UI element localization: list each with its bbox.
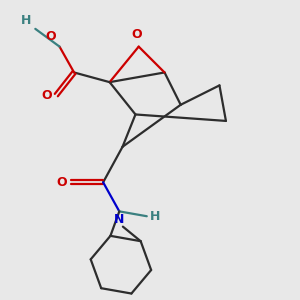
Text: H: H — [150, 210, 160, 223]
Text: N: N — [114, 213, 124, 226]
Text: H: H — [21, 14, 32, 27]
Text: O: O — [56, 176, 67, 189]
Text: O: O — [45, 30, 56, 44]
Text: O: O — [42, 88, 52, 102]
Text: O: O — [132, 28, 142, 41]
